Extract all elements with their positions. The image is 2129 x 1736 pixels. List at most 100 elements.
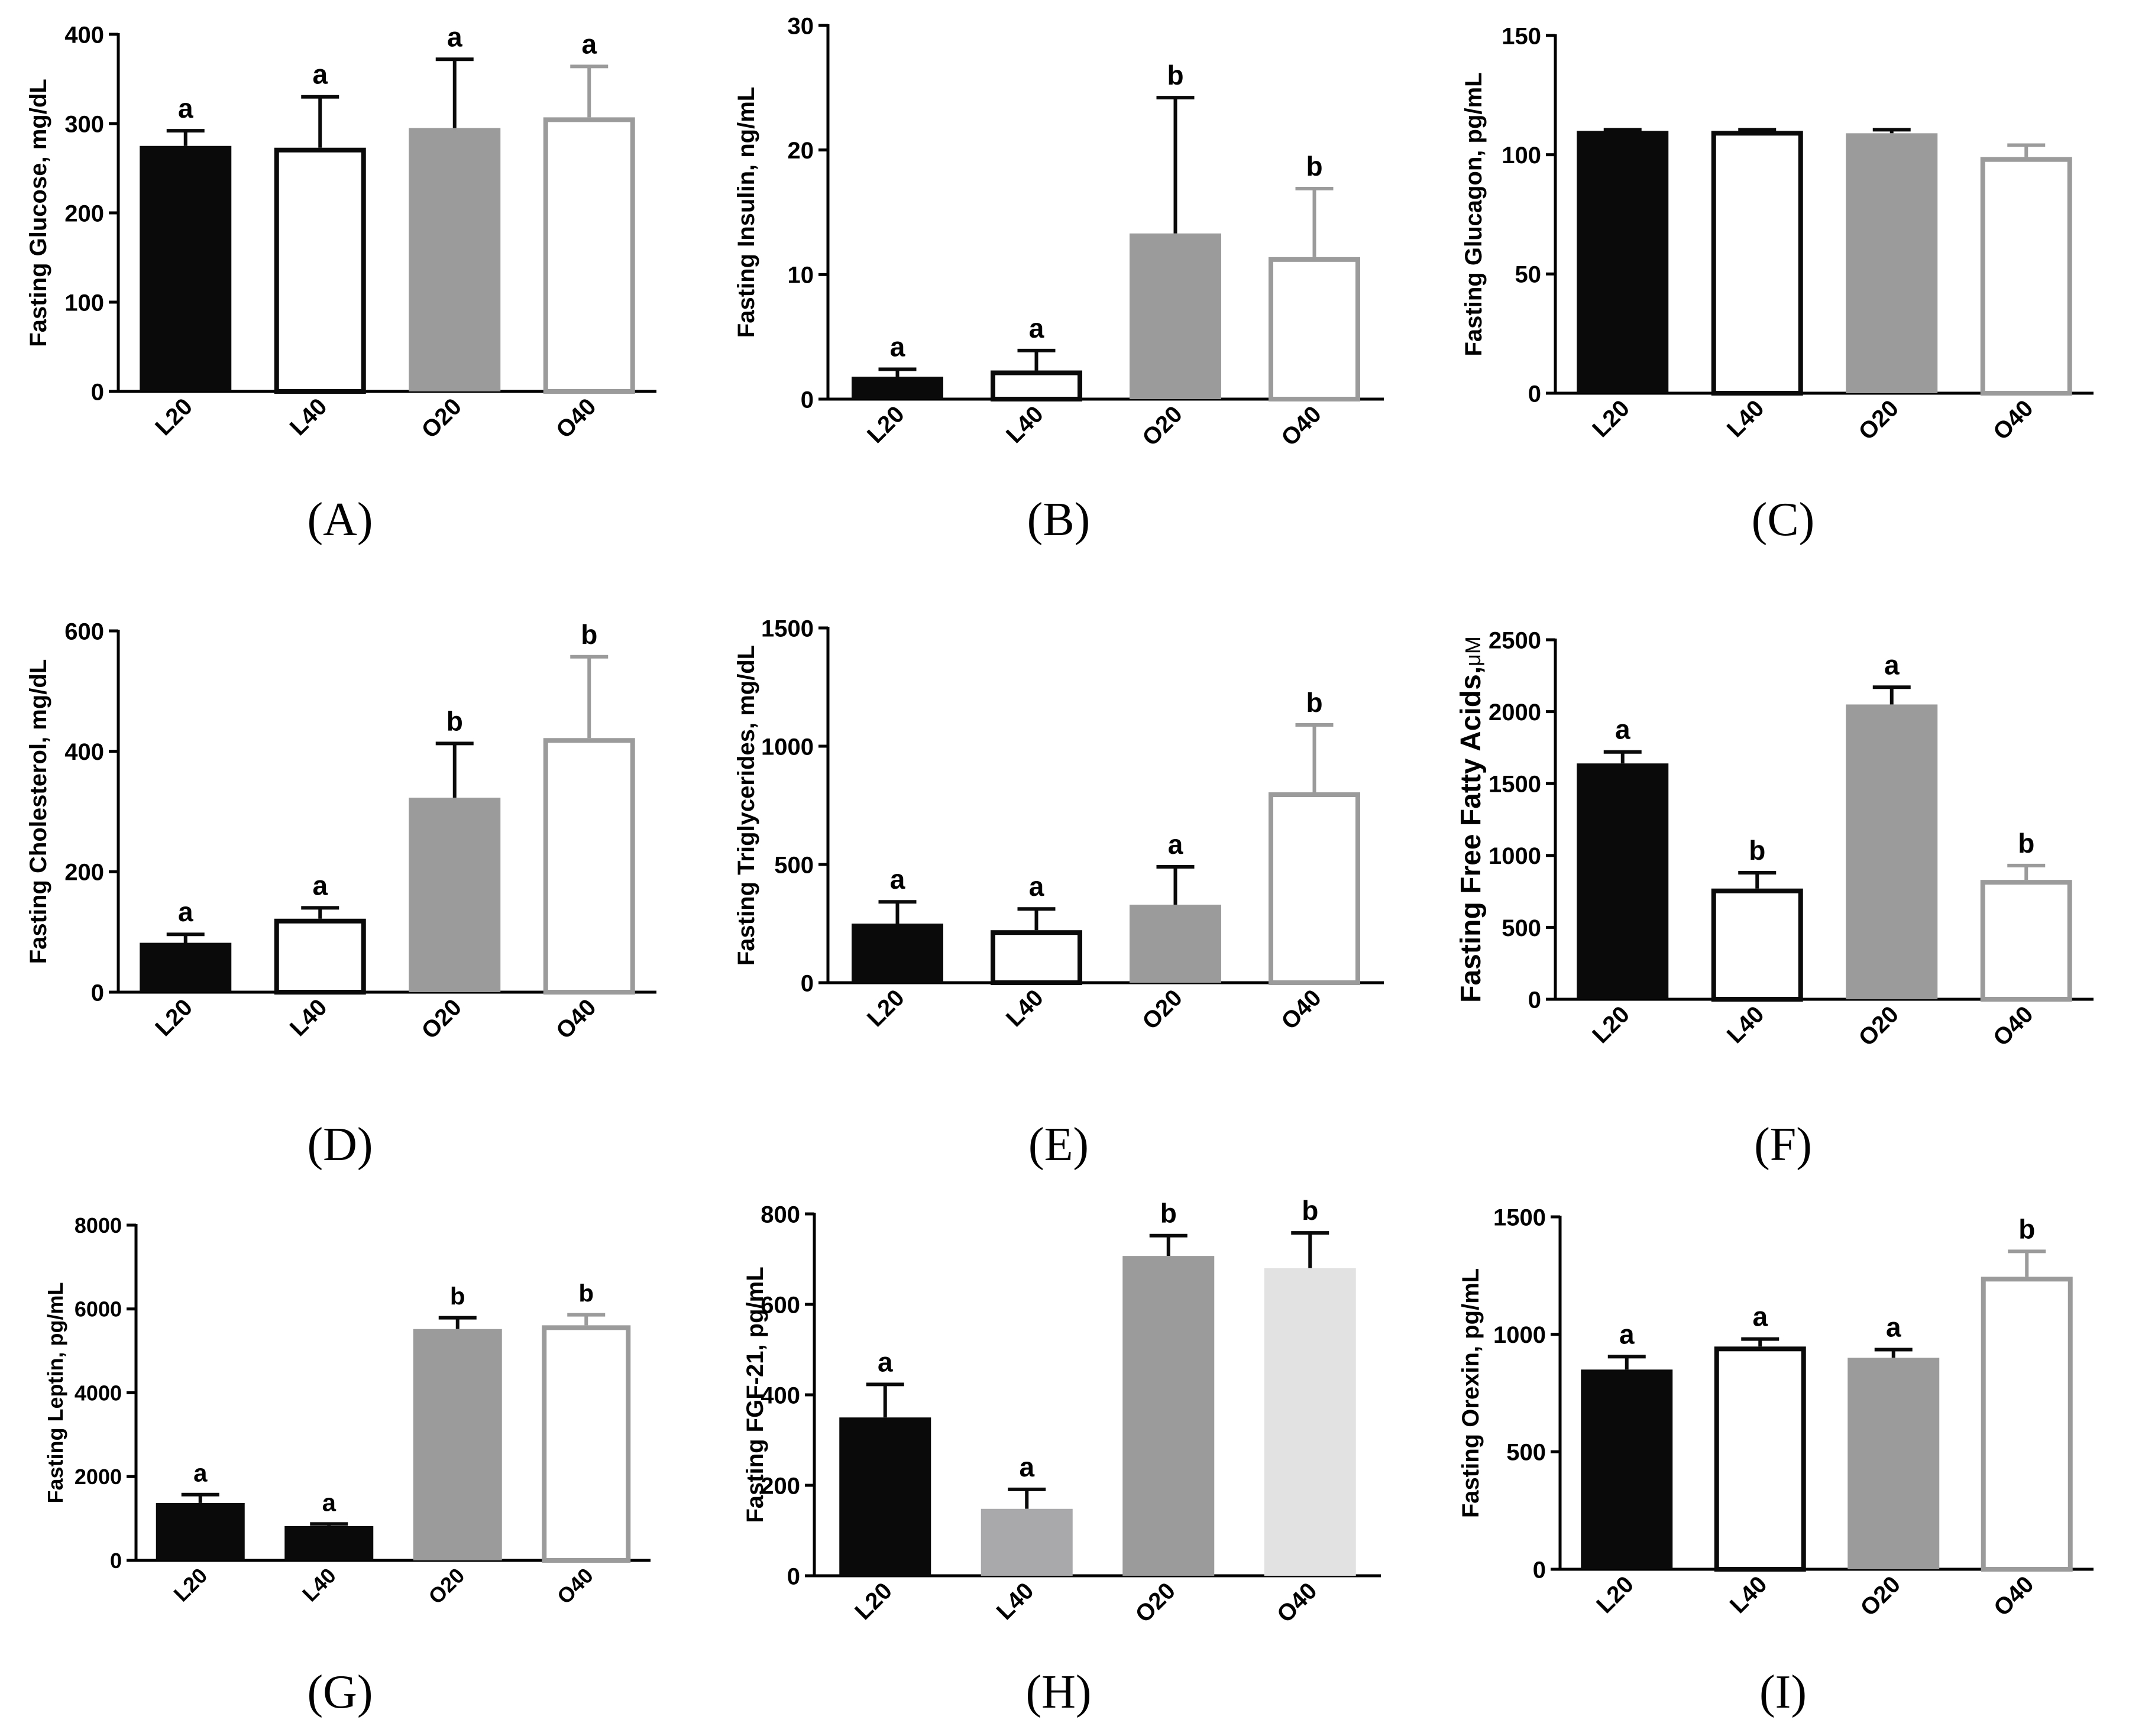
significance-letter: a: [1619, 1319, 1635, 1349]
bar-l20: [1577, 131, 1669, 394]
x-tick-label: O20: [1856, 1571, 1906, 1621]
bar-o20: [1847, 1358, 1940, 1569]
y-tick-label: 0: [1528, 987, 1541, 1013]
chart-panel-d: 0 200 400 600 a L20 a L40 b O20 b O40 Fasting Choles…: [25, 618, 656, 1171]
y-axis-title: Fasting Triglycerides, mg/dL: [733, 645, 759, 966]
x-tick-label: O40: [552, 1563, 598, 1609]
bar-l40: [274, 147, 366, 394]
x-tick-label: O40: [1988, 395, 2039, 445]
bar-l40: [991, 370, 1082, 402]
x-tick-label: O20: [1137, 984, 1188, 1035]
significance-letter: a: [890, 864, 905, 895]
y-tick-label: 500: [774, 852, 814, 878]
y-tick-label: 0: [801, 970, 814, 996]
significance-letter: b: [1306, 687, 1322, 718]
y-tick-label: 400: [761, 1382, 800, 1408]
bar-l40: [284, 1526, 374, 1560]
bar-l20: [140, 145, 232, 391]
panel-label: (I): [1759, 1666, 1807, 1718]
y-tick-label: 300: [64, 111, 104, 137]
y-tick-label: 0: [110, 1549, 122, 1573]
y-tick-label: 1000: [1493, 1322, 1546, 1348]
y-tick-label: 0: [91, 980, 104, 1006]
x-tick-label: O40: [551, 393, 601, 443]
bar-o40: [1980, 157, 2072, 396]
bar-l20: [852, 377, 943, 399]
panel-label: (F): [1754, 1119, 1812, 1171]
y-axis-title-text: Fasting Glucagon, pg/mL: [1461, 73, 1487, 357]
x-tick-label: O40: [1272, 1578, 1322, 1628]
significance-letter: a: [178, 896, 193, 927]
chart-panel-h: 0 200 400 600 800 a L20 a L40 b O20 b O40 Fasting FGF…: [742, 1195, 1381, 1718]
y-tick-label: 0: [1533, 1557, 1546, 1583]
significance-letter: a: [890, 331, 905, 362]
y-tick-label: 0: [787, 1563, 800, 1589]
bar-l40: [981, 1508, 1073, 1576]
y-tick-label: 1000: [1489, 843, 1541, 869]
y-tick-label: 800: [761, 1201, 800, 1227]
bar-o20: [1846, 704, 1938, 999]
y-axis-title: Fasting FGF-21, pg/mL: [742, 1267, 768, 1523]
y-axis-title: Fasting Cholesterol, mg/dL: [25, 659, 51, 964]
bar-o40: [543, 738, 635, 995]
y-axis-title: Fasting Free Fatty Acids,μM: [1455, 636, 1487, 1003]
y-tick-label: 600: [64, 618, 104, 644]
significance-letter: a: [312, 870, 328, 901]
chart-panel-c: 0 50 100 150 L20 L40 O20 O40 Fasting Glucagon, p…: [1461, 23, 2094, 546]
y-tick-label: 0: [801, 387, 814, 413]
x-tick-label: L20: [1587, 1001, 1635, 1048]
y-tick-label: 200: [64, 200, 104, 226]
significance-letter: b: [1302, 1195, 1318, 1226]
x-tick-label: O40: [1276, 401, 1326, 451]
bar-o20: [409, 798, 501, 992]
x-tick-label: O40: [1276, 984, 1326, 1035]
significance-letter: a: [322, 1488, 337, 1516]
significance-letter: b: [2018, 1213, 2035, 1244]
bar-o40: [542, 1325, 631, 1563]
y-tick-label: 4000: [75, 1381, 122, 1405]
significance-letter: b: [1167, 60, 1183, 90]
y-tick-label: 1500: [1489, 772, 1541, 798]
y-axis-title: Fasting Glucose, mg/dL: [25, 79, 51, 346]
bar-o40: [1264, 1268, 1356, 1576]
significance-letter: a: [878, 1346, 893, 1377]
significance-letter: b: [1749, 835, 1765, 866]
x-tick-label: L20: [862, 401, 910, 448]
y-tick-label: 1500: [1493, 1204, 1546, 1230]
bar-o20: [1846, 133, 1938, 393]
x-tick-label: O20: [423, 1563, 469, 1609]
x-tick-label: L40: [285, 994, 332, 1041]
bar-o20: [1122, 1256, 1215, 1576]
y-tick-label: 2000: [75, 1465, 122, 1489]
bar-l40: [991, 930, 1082, 985]
significance-letter: a: [1019, 1452, 1034, 1482]
bar-l40: [1711, 888, 1803, 1002]
y-axis-title-text: Fasting Leptin, pg/mL: [43, 1282, 67, 1504]
y-tick-label: 8000: [75, 1213, 122, 1238]
y-tick-label: 10: [788, 263, 814, 289]
panel-label: (E): [1028, 1119, 1089, 1171]
x-tick-label: L40: [1722, 1001, 1769, 1048]
y-axis-title-text: Fasting Insulin, ng/mL: [733, 87, 759, 338]
panel-label: (A): [307, 494, 373, 546]
bar-o40: [543, 117, 635, 394]
x-tick-label: O40: [551, 994, 601, 1044]
x-tick-label: L20: [150, 393, 198, 441]
bar-o20: [1130, 905, 1221, 983]
x-tick-label: L40: [1001, 984, 1049, 1032]
bar-l40: [274, 918, 366, 995]
x-tick-label: L20: [862, 984, 910, 1032]
x-tick-label: O20: [1854, 395, 1904, 445]
x-tick-label: O40: [1988, 1001, 2039, 1051]
significance-letter: a: [1752, 1301, 1768, 1332]
y-tick-label: 500: [1506, 1440, 1546, 1466]
chart-panel-f: 0 500 1000 1500 2000 2500 a L20 b L40 a O20 b O40 Fast…: [1455, 627, 2094, 1171]
x-tick-label: L40: [297, 1563, 341, 1607]
y-axis-title-text: Fasting FGF-21, pg/mL: [742, 1267, 768, 1523]
y-tick-label: 30: [788, 13, 814, 39]
y-tick-label: 20: [788, 138, 814, 164]
y-tick-label: 6000: [75, 1297, 122, 1322]
y-tick-label: 2000: [1489, 699, 1541, 726]
x-tick-label: L40: [1001, 401, 1049, 448]
chart-panel-e: 0 500 1000 1500 a L20 a L40 a O20 b O40 Fasting Trig…: [733, 616, 1384, 1171]
